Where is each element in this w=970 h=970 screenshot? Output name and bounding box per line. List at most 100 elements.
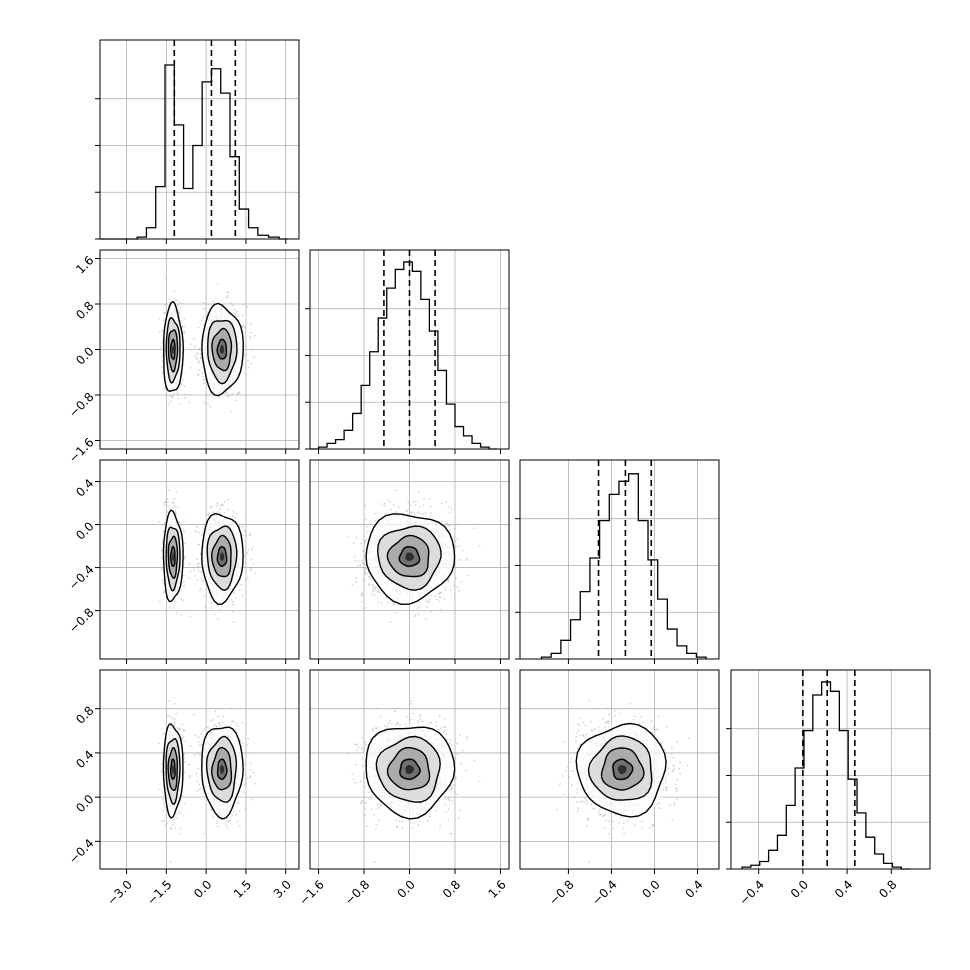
scatter-point (204, 378, 207, 381)
scatter-point (179, 827, 182, 830)
scatter-point (453, 528, 456, 530)
scatter-point (429, 498, 431, 500)
scatter-point (253, 334, 256, 337)
scatter-point (373, 594, 376, 597)
scatter-point (441, 520, 444, 523)
scatter-point (184, 542, 186, 545)
scatter-point (244, 561, 247, 564)
scatter-point (244, 517, 247, 519)
contour-line (170, 338, 176, 360)
scatter-point (234, 516, 237, 519)
panel-content (158, 700, 256, 864)
scatter-point (216, 502, 219, 505)
contour-line (167, 535, 179, 580)
scatter-point (445, 501, 447, 504)
scatter-point (371, 588, 374, 590)
scatter-point (179, 812, 182, 814)
scatter-point (180, 320, 182, 323)
scatter-point (197, 565, 200, 568)
scatter-point (201, 579, 204, 582)
scatter-point (450, 507, 452, 510)
scatter-point (163, 589, 166, 592)
scatter-point (230, 599, 233, 601)
scatter-point (177, 397, 180, 400)
scatter-point (180, 597, 183, 600)
contour-line (398, 546, 421, 567)
scatter-point (194, 734, 197, 737)
scatter-point (447, 578, 450, 581)
scatter-point (246, 305, 249, 308)
scatter-point (217, 825, 220, 827)
scatter-point (384, 512, 387, 515)
scatter-point (182, 379, 185, 381)
scatter-point (440, 608, 442, 611)
scatter-point (389, 621, 392, 624)
scatter-point (204, 727, 207, 730)
scatter-point (435, 598, 438, 600)
contour-line (165, 526, 181, 592)
scatter-point (473, 527, 476, 529)
scatter-point (233, 312, 236, 315)
scatter-point (200, 570, 202, 573)
scatter-point (446, 580, 449, 582)
scatter-point (465, 559, 468, 561)
scatter-point (227, 291, 230, 294)
scatter-point (161, 820, 163, 823)
scatter-point (200, 319, 203, 322)
scatter-point (417, 511, 419, 513)
scatter-point (244, 365, 247, 367)
scatter-point (212, 300, 215, 303)
scatter-point (175, 490, 178, 493)
scatter-point (218, 608, 221, 611)
scatter-point (454, 540, 457, 543)
scatter-point (452, 536, 455, 538)
hist-panel-0 (95, 39, 300, 244)
scatter-point (373, 589, 376, 591)
scatter-point (195, 531, 198, 533)
scatter-point (194, 355, 197, 358)
scatter-point (361, 592, 363, 595)
scatter-point (203, 401, 206, 404)
scatter-point (461, 549, 464, 552)
scatter-point (193, 569, 195, 571)
scatter-point (176, 303, 179, 306)
scatter-point (466, 574, 469, 577)
scatter-point (210, 607, 213, 609)
scatter-point (239, 589, 241, 591)
scatter-point (166, 501, 169, 504)
scatter-point (200, 744, 203, 747)
scatter-point (177, 506, 179, 509)
scatter-point (200, 533, 203, 536)
scatter-point (226, 396, 229, 398)
histogram-line (310, 261, 498, 450)
scatter-point (202, 316, 205, 318)
scatter-point (230, 410, 233, 413)
scatter-point (165, 278, 168, 281)
scatter-panel-2-1 (309, 459, 510, 664)
scatter-point (429, 505, 432, 508)
scatter-point (227, 819, 229, 822)
scatter-point (346, 536, 349, 538)
scatter-point (238, 810, 241, 812)
scatter-point (196, 352, 199, 354)
scatter-point (394, 489, 397, 492)
scatter-point (160, 366, 163, 368)
scatter-point (366, 573, 368, 575)
scatter-point (163, 819, 166, 822)
scatter-point (197, 360, 200, 363)
contour-line (163, 300, 185, 393)
scatter-point (196, 578, 199, 581)
scatter-point (161, 355, 163, 358)
scatter-point (202, 307, 205, 310)
scatter-point (444, 588, 446, 591)
scatter-point (233, 592, 235, 595)
scatter-point (365, 525, 368, 528)
scatter-point (231, 304, 234, 307)
scatter-point (158, 317, 161, 320)
scatter-point (215, 504, 218, 507)
scatter-point (166, 498, 169, 500)
scatter-point (355, 537, 358, 539)
panel-frame (99, 39, 300, 240)
scatter-point (394, 612, 397, 614)
scatter-point (416, 607, 418, 609)
